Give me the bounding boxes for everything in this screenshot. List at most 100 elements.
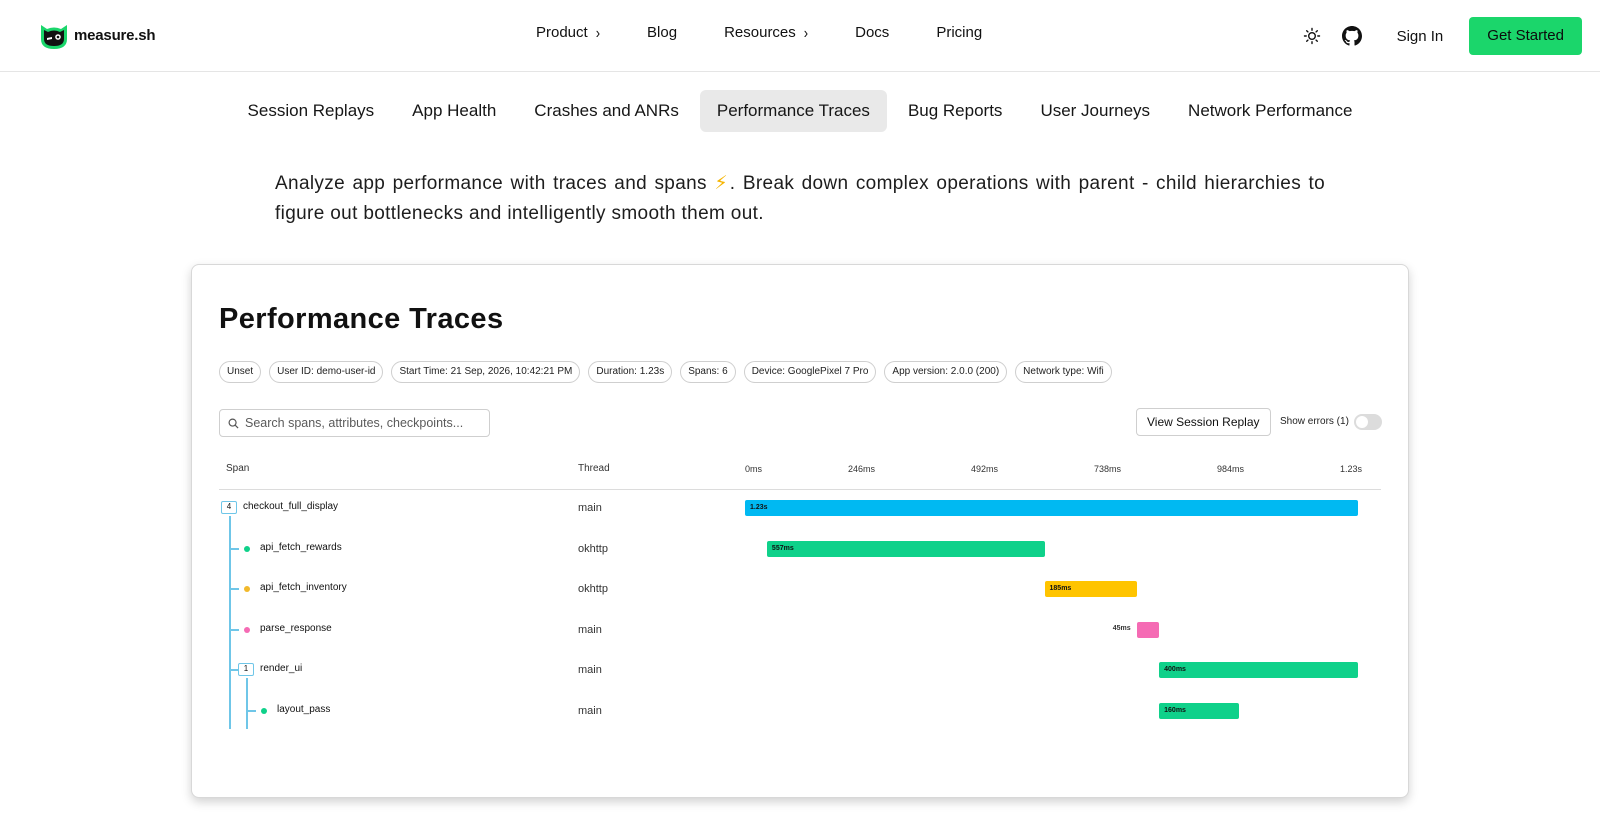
span-duration-bar[interactable]: 400ms — [1159, 662, 1359, 679]
timeline-tick: 738ms — [1094, 464, 1122, 474]
span-thread: main — [578, 623, 602, 636]
span-dot-icon — [244, 626, 250, 633]
trace-metadata-chips: Unset User ID: demo-user-id Start Time: … — [219, 361, 1112, 383]
feature-description: Analyze app performance with traces and … — [275, 169, 1325, 229]
timeline-tick: 984ms — [1217, 464, 1245, 474]
brand-logo[interactable]: measure.sh — [38, 19, 156, 51]
main-menu: Product › Blog Resources › Docs Pricing — [536, 23, 982, 42]
trace-demo-card: Performance Traces Unset User ID: demo-u… — [191, 264, 1409, 798]
app-version-chip: App version: 2.0.0 (200) — [884, 361, 1008, 383]
span-thread: main — [578, 664, 602, 677]
span-duration-bar[interactable] — [1136, 621, 1160, 638]
span-name[interactable]: api_fetch_inventory — [260, 582, 347, 594]
chevron-right-icon: › — [803, 23, 809, 42]
nav-product[interactable]: Product › — [536, 23, 601, 42]
theme-toggle-button[interactable] — [1301, 25, 1323, 47]
duration-chip: Duration: 1.23s — [588, 361, 673, 383]
nav-resources-label: Resources — [724, 24, 796, 41]
tree-line-root — [229, 516, 231, 729]
span-duration-label: 45ms — [1112, 624, 1131, 632]
cat-logo-icon — [41, 25, 67, 49]
tab-session-replays[interactable]: Session Replays — [247, 101, 375, 120]
header-divider — [219, 489, 1381, 490]
expand-toggle[interactable]: 4 — [221, 501, 237, 514]
nav-pricing[interactable]: Pricing — [936, 24, 982, 41]
span-dot-icon — [261, 708, 267, 714]
nav-resources[interactable]: Resources › — [724, 23, 809, 42]
expand-toggle[interactable]: 1 — [238, 663, 254, 677]
span-duration-bar[interactable]: 185ms — [1044, 581, 1137, 598]
tab-crashes-and-anrs[interactable]: Crashes and ANRs — [534, 101, 679, 120]
nav-blog-label: Blog — [647, 24, 678, 41]
description-text-start: Analyze app performance with traces and … — [275, 173, 707, 194]
nav-docs[interactable]: Docs — [855, 24, 889, 41]
span-duration-bar[interactable]: 557ms — [766, 540, 1045, 557]
nav-docs-label: Docs — [855, 24, 890, 41]
timeline-tick: 1.23s — [1340, 464, 1363, 474]
span-name[interactable]: api_fetch_rewards — [260, 541, 342, 553]
nav-pricing-label: Pricing — [936, 24, 983, 41]
description-text-end: . Break down complex operations with par… — [275, 173, 1326, 224]
status-chip: Unset — [219, 361, 262, 383]
tab-user-journeys[interactable]: User Journeys — [1040, 101, 1151, 120]
span-search-input[interactable] — [245, 416, 475, 430]
timeline-tick: 0ms — [745, 464, 763, 474]
span-dot-icon — [244, 586, 250, 593]
tree-line-render-ui — [246, 678, 248, 729]
device-chip: Device: GooglePixel 7 Pro — [743, 361, 877, 383]
span-duration-label: 400ms — [1164, 666, 1186, 674]
tree-branch — [229, 588, 239, 591]
span-dot-icon — [244, 545, 250, 552]
span-thread: main — [578, 502, 602, 514]
search-icon — [228, 418, 239, 429]
span-name[interactable]: layout_pass — [277, 704, 331, 715]
tree-branch — [229, 669, 239, 672]
tab-app-health[interactable]: App Health — [412, 101, 497, 120]
nav-blog[interactable]: Blog — [647, 24, 677, 41]
span-duration-label: 1.23s — [750, 504, 768, 511]
view-session-replay-button[interactable]: View Session Replay — [1136, 408, 1271, 436]
tab-bug-reports[interactable]: Bug Reports — [907, 101, 1003, 120]
start-time-chip: Start Time: 21 Sep, 2026, 10:42:21 PM — [391, 361, 581, 383]
nav-product-label: Product — [536, 24, 588, 41]
thread-column-header: Thread — [578, 463, 610, 474]
span-thread: okhttp — [578, 583, 608, 596]
trace-title: Performance Traces — [219, 303, 504, 335]
span-duration-bar[interactable]: 1.23s — [745, 500, 1358, 516]
show-errors-label: Show errors (1) — [1280, 416, 1349, 427]
span-name[interactable]: checkout_full_display — [243, 501, 339, 512]
user-id-chip: User ID: demo-user-id — [269, 361, 384, 383]
tab-performance-traces[interactable]: Performance Traces — [699, 90, 887, 132]
sign-in-link[interactable]: Sign In — [1396, 27, 1444, 45]
tree-branch — [229, 547, 239, 550]
timeline-tick: 492ms — [971, 464, 999, 474]
github-icon — [1341, 26, 1362, 46]
tree-branch — [229, 628, 239, 631]
span-duration-bar[interactable]: 160ms — [1159, 703, 1239, 719]
span-name[interactable]: render_ui — [260, 663, 303, 675]
toggle-knob — [1356, 416, 1368, 428]
spans-count-chip: Spans: 6 — [680, 361, 736, 383]
github-button[interactable] — [1341, 25, 1363, 47]
span-column-header: Span — [226, 463, 250, 474]
tree-branch — [246, 710, 256, 712]
network-type-chip: Network type: Wifi — [1015, 361, 1112, 383]
lightning-icon: ⚡ — [714, 173, 730, 194]
tab-network-performance[interactable]: Network Performance — [1188, 101, 1353, 120]
timeline-tick: 246ms — [848, 464, 876, 474]
top-navigation: measure.sh Product › Blog Resources › Do… — [0, 0, 1600, 72]
get-started-button[interactable]: Get Started — [1469, 17, 1582, 55]
span-duration-label: 160ms — [1164, 707, 1186, 714]
span-duration-label: 557ms — [771, 544, 794, 552]
sun-icon — [1303, 27, 1320, 45]
brand-name: measure.sh — [74, 26, 156, 44]
show-errors-toggle[interactable] — [1354, 414, 1382, 430]
span-duration-label: 185ms — [1049, 585, 1072, 593]
feature-tabs: Session Replays App Health Crashes and A… — [0, 90, 1600, 132]
span-name[interactable]: parse_response — [260, 622, 332, 634]
span-search-box[interactable] — [219, 409, 490, 437]
span-thread: main — [578, 705, 602, 717]
span-thread: okhttp — [578, 542, 608, 555]
nav-actions: Sign In Get Started — [1301, 17, 1582, 55]
chevron-right-icon: › — [595, 23, 601, 42]
